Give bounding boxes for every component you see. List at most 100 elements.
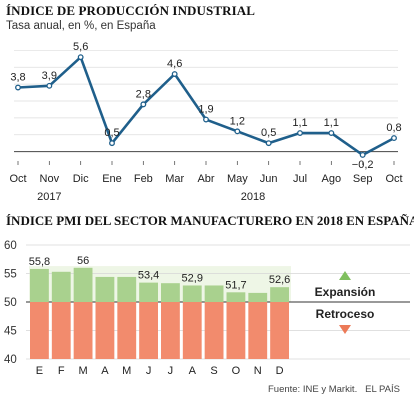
data-point (140, 101, 147, 108)
data-point (77, 54, 84, 61)
data-point (391, 135, 397, 142)
x-tick-label: May (227, 173, 248, 185)
data-label: 0,8 (386, 122, 401, 134)
x-tick-label: A (189, 365, 197, 377)
x-tick-label: M (122, 365, 131, 377)
expansion-bar (30, 268, 49, 302)
x-tick-label: Ago (322, 173, 342, 185)
x-tick-label: Ene (102, 173, 122, 185)
x-tick-label: E (36, 365, 43, 377)
expansion-bar (117, 276, 137, 302)
x-tick-label: Dic (73, 173, 89, 185)
x-tick-label: J (146, 365, 152, 377)
data-point (109, 140, 115, 147)
x-tick-label: Jul (293, 173, 307, 185)
data-label: 55,8 (29, 256, 50, 268)
source-text: Fuente: INE y Markit. (267, 384, 358, 395)
industrial-production-line-chart: 3,8 Oct 3,9 Nov 5,6 Dic 0,5 Ene 2,8 Feb 4,6 Mar 1,9 A… (9, 41, 402, 203)
chart-title: ÍNDICE DE PRODUCCIÓN INDUSTRIAL (6, 3, 256, 18)
expansion-bar (248, 292, 268, 302)
y-tick-label: 45 (4, 326, 17, 338)
x-tick-label: S (210, 365, 217, 377)
x-tick-label: D (276, 365, 284, 377)
brand-text: EL PAÍS (365, 384, 400, 395)
x-tick-label: Jun (260, 173, 278, 185)
x-tick-label: Sep (353, 173, 373, 185)
expansion-bar (226, 292, 246, 302)
data-label: 1,1 (292, 117, 307, 129)
pmi-chart-title: ÍNDICE PMI DEL SECTOR MANUFACTURERO EN 2… (6, 213, 414, 228)
expansion-zone (29, 266, 291, 302)
expansion-bar (51, 271, 71, 302)
data-label: 4,6 (167, 58, 182, 70)
data-label: 0,5 (261, 127, 276, 139)
data-point (297, 130, 303, 136)
year-label: 2018 (241, 191, 265, 203)
data-label: 0,5 (104, 127, 119, 139)
year-label: 2017 (37, 191, 61, 203)
data-label: 3,9 (42, 70, 57, 82)
data-label: 51,7 (225, 279, 246, 291)
footer-source: Fuente: INE y Markit. EL PAÍS (268, 384, 400, 395)
retroceso-down-arrow-icon (339, 325, 351, 334)
retroceso-bar (204, 302, 224, 359)
retroceso-bar (51, 302, 71, 359)
x-tick-label: Abr (197, 173, 214, 185)
x-tick-label: Oct (385, 173, 402, 185)
data-label: 1,2 (230, 115, 245, 127)
expansion-bar (161, 283, 180, 302)
data-label: 56 (77, 255, 89, 267)
retroceso-bar (95, 302, 115, 359)
retroceso-bar (73, 302, 93, 359)
retroceso-bar (182, 302, 202, 359)
data-label: 1,1 (324, 117, 339, 129)
y-tick-label: 60 (4, 240, 17, 252)
y-tick-label: 55 (4, 269, 17, 281)
expansion-bar (204, 285, 224, 302)
x-tick-label: Feb (134, 173, 153, 185)
x-tick-label: J (168, 365, 174, 377)
data-point (359, 151, 366, 158)
legend-retroceso-label: Retroceso (316, 307, 375, 321)
data-point (234, 128, 241, 135)
x-tick-label: Oct (9, 173, 26, 185)
expansion-bar (95, 276, 115, 302)
x-tick-label: O (232, 365, 241, 377)
data-label: 53,4 (138, 270, 159, 282)
data-label: 3,8 (10, 72, 25, 84)
retroceso-bar (226, 302, 246, 359)
data-label: 52,6 (269, 274, 290, 286)
data-point (171, 71, 178, 77)
x-tick-label: N (254, 365, 262, 377)
x-tick-label: M (78, 365, 87, 377)
data-label: 1,9 (198, 104, 213, 116)
retroceso-bar (139, 302, 158, 359)
retroceso-bar (161, 302, 180, 359)
y-tick-label: 40 (4, 354, 17, 366)
x-tick-label: Mar (165, 173, 184, 185)
expansion-bar (73, 267, 93, 302)
x-tick-label: Nov (40, 173, 60, 185)
data-label: 2,8 (136, 88, 151, 100)
data-point (15, 84, 21, 91)
expansion-bar (270, 287, 289, 302)
x-tick-label: F (58, 365, 65, 377)
expansion-bar (139, 282, 158, 302)
legend-expansion-label: Expansión (315, 285, 376, 299)
retroceso-bar (270, 302, 289, 359)
expansion-bar (182, 285, 202, 302)
data-point (46, 82, 53, 89)
retroceso-bar (248, 302, 268, 359)
chart-subtitle: Tasa anual, en %, en España (6, 20, 156, 32)
data-label: 5,6 (73, 41, 88, 53)
x-tick-label: A (101, 365, 109, 377)
expansion-up-arrow-icon (339, 271, 351, 280)
retroceso-bar (30, 302, 49, 359)
y-tick-label: 50 (4, 297, 17, 309)
data-label: 52,9 (182, 272, 203, 284)
data-point (328, 130, 335, 136)
retroceso-bar (117, 302, 137, 359)
data-point (265, 140, 272, 147)
data-point (203, 116, 209, 123)
